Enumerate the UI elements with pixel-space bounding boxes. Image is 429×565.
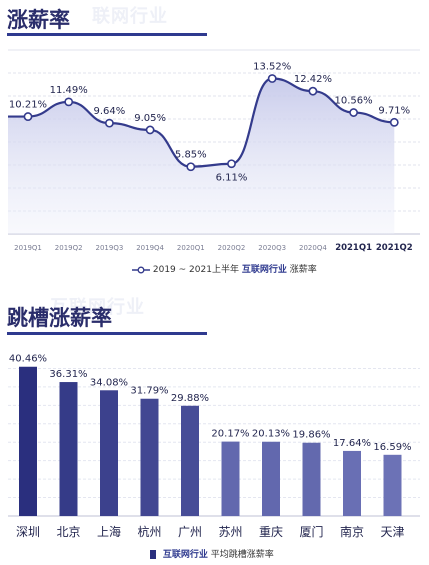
bar-legend: 互联网行业 平均跳槽涨薪率 [150, 547, 274, 560]
x-tick-label: 2020Q4 [299, 244, 327, 252]
watermark-bottom: 互联网行业 [50, 297, 145, 318]
job-hop-bar-chart: 40.46%36.31%34.08%31.79%29.88% 20.17% 20.1… [8, 354, 420, 539]
x-tick-label: 2019Q3 [96, 244, 124, 252]
data-point [105, 118, 114, 128]
bar [302, 442, 321, 516]
x-tick-label: 广州 [178, 525, 202, 539]
legend-range: 2019 ~ 2021上半年 [152, 265, 239, 275]
line-legend: 2019 ~ 2021上半年 互联网行业 涨薪率 [132, 262, 317, 275]
data-point [64, 97, 74, 107]
data-label: 9.05% [134, 113, 166, 124]
data-point [186, 162, 196, 172]
data-label: 9.71% [378, 105, 410, 116]
data-label: 9.64% [94, 106, 126, 117]
legend-line-marker [132, 266, 150, 273]
legend-industry-2: 互联网行业 [162, 550, 208, 560]
x-tick-label: 2021Q2 [376, 243, 413, 253]
bar-value-label: 36.31% [49, 369, 87, 380]
bar-value-label: 19.86% [292, 430, 330, 441]
bar [262, 441, 280, 516]
bar-value-label: 34.08% [90, 377, 128, 388]
legend-industry: 互联网行业 [241, 265, 287, 275]
x-tick-label: 2019Q2 [55, 244, 83, 252]
legend-bar-swatch [150, 550, 156, 559]
x-tick-label: 杭州 [137, 524, 161, 539]
bar [181, 405, 199, 516]
data-label: 12.42% [294, 74, 332, 85]
title-underline [7, 33, 207, 36]
legend-metric-2: 平均跳槽涨薪率 [210, 550, 274, 560]
x-tick-label: 2021Q1 [335, 243, 372, 253]
bar-value-label: 29.88% [171, 393, 209, 404]
x-tick-label: 厦门 [299, 524, 323, 539]
x-tick-label: 南京 [340, 524, 364, 539]
x-tick-label: 2020Q2 [218, 244, 246, 252]
x-tick-label: 天津 [380, 525, 404, 539]
salary-growth-line-chart: 10.21%11.49% 9.64% 9.05% 5.85% 6.11% 13.52%12… [8, 49, 420, 253]
bar [343, 450, 361, 516]
data-label: 13.52% [253, 62, 291, 73]
x-tick-label: 上海 [97, 524, 121, 539]
legend-metric: 涨薪率 [289, 265, 317, 275]
bar-value-label: 20.13% [252, 429, 290, 440]
data-label: 6.11% [216, 173, 248, 184]
data-label: 11.49% [50, 85, 88, 96]
x-tick-label: 北京 [56, 525, 80, 539]
x-tick-label: 重庆 [259, 525, 283, 539]
bar-value-label: 31.79% [130, 386, 168, 397]
data-label: 5.85% [175, 150, 207, 161]
bar [100, 390, 118, 516]
bar [59, 382, 78, 516]
data-point [145, 125, 155, 135]
data-point [23, 112, 33, 121]
data-label: 10.21% [9, 100, 47, 111]
data-point [308, 86, 318, 96]
x-tick-label: 2020Q3 [258, 244, 286, 252]
bar [19, 366, 37, 516]
salary-growth-title: 涨薪率 [7, 8, 70, 32]
x-tick-label: 2019Q1 [14, 244, 42, 252]
x-tick-label: 2019Q4 [136, 244, 164, 252]
data-label: 10.56% [335, 96, 373, 107]
data-point [267, 74, 277, 83]
bar-value-label: 20.17% [211, 429, 249, 440]
x-tick-label: 深圳 [16, 525, 40, 539]
bar-value-label: 16.59% [373, 442, 411, 453]
area-fill [8, 78, 395, 234]
bar [140, 398, 159, 516]
x-tick-label: 苏州 [218, 525, 242, 539]
bar [383, 454, 402, 516]
data-point [389, 117, 399, 127]
x-tick-label: 2020Q1 [177, 244, 205, 252]
watermark-top: 联网行业 [92, 6, 168, 27]
bar-value-label: 17.64% [333, 438, 371, 449]
bar [221, 441, 240, 516]
title-underline-2 [7, 332, 207, 335]
job-hop-title: 跳槽涨薪率 [7, 306, 112, 330]
data-point [349, 108, 358, 117]
bar-value-label: 40.46% [9, 354, 47, 365]
data-point [227, 159, 236, 169]
